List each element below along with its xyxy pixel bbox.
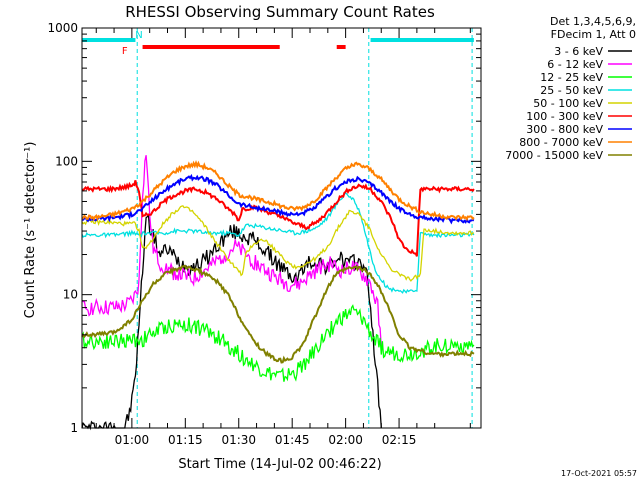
legend-label: 100 - 300 keV xyxy=(526,110,603,123)
plot-frame xyxy=(81,27,482,429)
legend-header-line-1: Det 1,3,4,5,6,9, xyxy=(550,15,636,28)
chart-title: RHESSI Observing Summary Count Rates xyxy=(125,3,435,21)
axis-ticks: 1 10 100 1000 01:00 01:15 01:30 01:45 02:00 02:15 xyxy=(47,21,481,447)
series-line-7000-15000-kev xyxy=(81,264,475,364)
legend-label: 3 - 6 keV xyxy=(554,45,603,58)
y-tick-label: 1000 xyxy=(47,21,78,35)
x-tick-label: 01:00 xyxy=(115,433,150,447)
legend-header-line-2: FDecim 1, Att 0 xyxy=(551,28,636,41)
series-line-12-25-kev xyxy=(81,304,475,382)
y-tick-label: 100 xyxy=(55,154,78,168)
y-tick-label: 1 xyxy=(70,421,78,435)
y-tick-label: 10 xyxy=(63,288,78,302)
annotation-n: N xyxy=(135,30,142,41)
x-tick-label: 01:45 xyxy=(275,433,310,447)
series-line-50-100-kev xyxy=(81,205,474,282)
legend-label: 800 - 7000 keV xyxy=(519,136,603,149)
legend-label: 6 - 12 keV xyxy=(547,58,603,71)
x-axis-label: Start Time (14-Jul-02 00:46:22) xyxy=(178,457,381,472)
legend-label: 7000 - 15000 keV xyxy=(505,149,603,162)
legend-label: 12 - 25 keV xyxy=(540,71,603,84)
series-line-25-50-kev xyxy=(81,191,475,294)
plot-data-layer: NF xyxy=(81,28,475,431)
series-line-300-800-kev xyxy=(81,173,475,225)
footer-date: 17-Oct-2021 05:57 xyxy=(561,469,637,478)
series-line-100-300-kev xyxy=(81,180,475,257)
x-tick-label: 01:15 xyxy=(168,433,203,447)
legend-label: 50 - 100 keV xyxy=(533,97,603,110)
plot-border xyxy=(81,27,482,429)
legend-label: 25 - 50 keV xyxy=(540,84,603,97)
legend-label: 300 - 800 keV xyxy=(526,123,603,136)
x-tick-label: 02:00 xyxy=(328,433,363,447)
series-line-800-7000-kev xyxy=(81,159,475,222)
series-line-6-12-kev xyxy=(81,155,382,348)
annotation-f: F xyxy=(122,46,128,57)
x-tick-label: 01:30 xyxy=(221,433,256,447)
x-tick-label: 02:15 xyxy=(382,433,417,447)
series-line-3-6-kev xyxy=(81,213,382,431)
y-axis-label: Count Rate (s⁻¹ detector⁻¹) xyxy=(23,142,38,319)
